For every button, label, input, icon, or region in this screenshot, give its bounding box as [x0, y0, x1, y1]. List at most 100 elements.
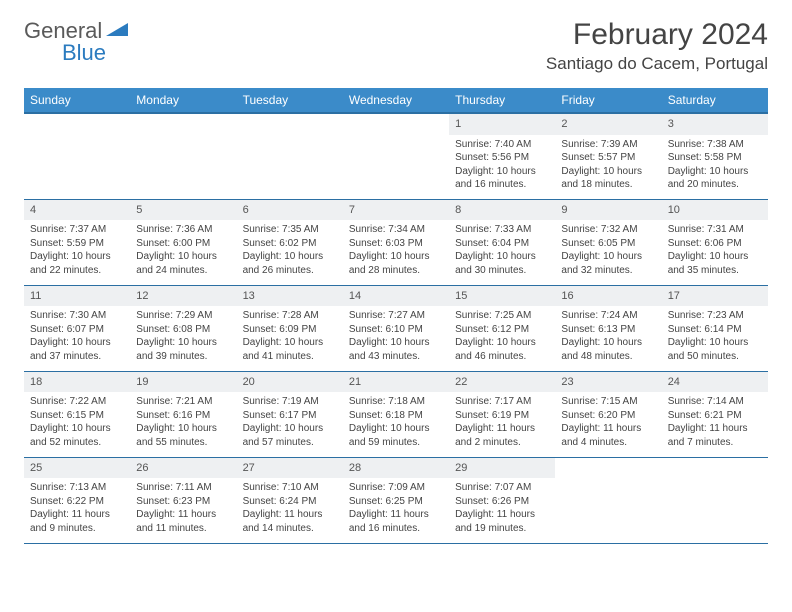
calendar-empty-cell [130, 113, 236, 199]
day-daylight: Daylight: 10 hours and 18 minutes. [561, 165, 655, 192]
day-sunrise: Sunrise: 7:24 AM [561, 309, 655, 323]
calendar-day-cell: 13 Sunrise: 7:28 AMSunset: 6:09 PMDayligh… [237, 285, 343, 371]
day-sunset: Sunset: 6:15 PM [30, 409, 124, 423]
day-sunset: Sunset: 6:18 PM [349, 409, 443, 423]
day-daylight: Daylight: 10 hours and 39 minutes. [136, 336, 230, 363]
day-number: 6 [237, 200, 343, 221]
day-body: Sunrise: 7:32 AMSunset: 6:05 PMDaylight:… [555, 220, 661, 282]
day-sunrise: Sunrise: 7:07 AM [455, 481, 549, 495]
day-daylight: Daylight: 10 hours and 22 minutes. [30, 250, 124, 277]
day-sunset: Sunset: 5:56 PM [455, 151, 549, 165]
day-sunset: Sunset: 6:23 PM [136, 495, 230, 509]
day-sunset: Sunset: 6:24 PM [243, 495, 337, 509]
day-number: 3 [662, 114, 768, 135]
day-number: 12 [130, 286, 236, 307]
day-body: Sunrise: 7:07 AMSunset: 6:26 PMDaylight:… [449, 478, 555, 540]
day-sunrise: Sunrise: 7:17 AM [455, 395, 549, 409]
calendar-empty-cell [24, 113, 130, 199]
calendar-day-cell: 25Sunrise: 7:13 AMSunset: 6:22 PMDayligh… [24, 457, 130, 543]
day-sunset: Sunset: 6:14 PM [668, 323, 762, 337]
day-sunrise: Sunrise: 7:28 AM [243, 309, 337, 323]
day-daylight: Daylight: 10 hours and 16 minutes. [455, 165, 549, 192]
day-number: 5 [130, 200, 236, 221]
calendar-day-cell: 14Sunrise: 7:27 AMSunset: 6:10 PMDayligh… [343, 285, 449, 371]
calendar-day-cell: 15Sunrise: 7:25 AMSunset: 6:12 PMDayligh… [449, 285, 555, 371]
day-sunrise: Sunrise: 7:10 AM [243, 481, 337, 495]
day-number: 13 [237, 286, 343, 307]
day-sunset: Sunset: 6:20 PM [561, 409, 655, 423]
weekday-header: Friday [555, 88, 661, 113]
logo-blue-text-row: Blue [24, 40, 106, 66]
day-sunset: Sunset: 6:00 PM [136, 237, 230, 251]
weekday-header: Thursday [449, 88, 555, 113]
calendar-day-cell: 10Sunrise: 7:31 AMSunset: 6:06 PMDayligh… [662, 199, 768, 285]
weekday-header: Tuesday [237, 88, 343, 113]
day-number: 16 [555, 286, 661, 307]
day-daylight: Daylight: 11 hours and 19 minutes. [455, 508, 549, 535]
day-body: Sunrise: 7:33 AMSunset: 6:04 PMDaylight:… [449, 220, 555, 282]
day-daylight: Daylight: 10 hours and 26 minutes. [243, 250, 337, 277]
day-number: 2 [555, 114, 661, 135]
calendar-day-cell: 12Sunrise: 7:29 AMSunset: 6:08 PMDayligh… [130, 285, 236, 371]
calendar-day-cell: 7Sunrise: 7:34 AMSunset: 6:03 PMDaylight… [343, 199, 449, 285]
day-sunrise: Sunrise: 7:22 AM [30, 395, 124, 409]
day-body: Sunrise: 7:27 AMSunset: 6:10 PMDaylight:… [343, 306, 449, 368]
weekday-header: Sunday [24, 88, 130, 113]
day-number: 26 [130, 458, 236, 479]
day-number: 22 [449, 372, 555, 393]
day-body: Sunrise: 7:18 AMSunset: 6:18 PMDaylight:… [343, 392, 449, 454]
day-body: Sunrise: 7:34 AMSunset: 6:03 PMDaylight:… [343, 220, 449, 282]
day-body: Sunrise: 7:15 AMSunset: 6:20 PMDaylight:… [555, 392, 661, 454]
location: Santiago do Cacem, Portugal [546, 54, 768, 74]
day-sunset: Sunset: 6:02 PM [243, 237, 337, 251]
day-body: Sunrise: 7:30 AMSunset: 6:07 PMDaylight:… [24, 306, 130, 368]
day-daylight: Daylight: 10 hours and 35 minutes. [668, 250, 762, 277]
day-body: Sunrise: 7:09 AMSunset: 6:25 PMDaylight:… [343, 478, 449, 540]
day-body: Sunrise: 7:29 AMSunset: 6:08 PMDaylight:… [130, 306, 236, 368]
calendar-head: SundayMondayTuesdayWednesdayThursdayFrid… [24, 88, 768, 113]
day-daylight: Daylight: 10 hours and 46 minutes. [455, 336, 549, 363]
weekday-header: Monday [130, 88, 236, 113]
day-sunset: Sunset: 6:10 PM [349, 323, 443, 337]
day-number: 9 [555, 200, 661, 221]
day-number: 4 [24, 200, 130, 221]
calendar-day-cell: 9Sunrise: 7:32 AMSunset: 6:05 PMDaylight… [555, 199, 661, 285]
day-daylight: Daylight: 11 hours and 2 minutes. [455, 422, 549, 449]
calendar-body: 1Sunrise: 7:40 AMSunset: 5:56 PMDaylight… [24, 113, 768, 543]
day-daylight: Daylight: 10 hours and 24 minutes. [136, 250, 230, 277]
day-body: Sunrise: 7:21 AMSunset: 6:16 PMDaylight:… [130, 392, 236, 454]
day-sunrise: Sunrise: 7:40 AM [455, 138, 549, 152]
day-sunrise: Sunrise: 7:29 AM [136, 309, 230, 323]
day-daylight: Daylight: 11 hours and 11 minutes. [136, 508, 230, 535]
day-sunrise: Sunrise: 7:39 AM [561, 138, 655, 152]
day-daylight: Daylight: 10 hours and 37 minutes. [30, 336, 124, 363]
day-daylight: Daylight: 10 hours and 48 minutes. [561, 336, 655, 363]
day-daylight: Daylight: 10 hours and 57 minutes. [243, 422, 337, 449]
day-number: 1 [449, 114, 555, 135]
calendar-day-cell: 6Sunrise: 7:35 AMSunset: 6:02 PMDaylight… [237, 199, 343, 285]
day-number: 19 [130, 372, 236, 393]
day-sunrise: Sunrise: 7:14 AM [668, 395, 762, 409]
day-sunset: Sunset: 6:06 PM [668, 237, 762, 251]
calendar-week-row: 18Sunrise: 7:22 AMSunset: 6:15 PMDayligh… [24, 371, 768, 457]
day-number: 28 [343, 458, 449, 479]
calendar-day-cell: 3Sunrise: 7:38 AMSunset: 5:58 PMDaylight… [662, 113, 768, 199]
day-sunset: Sunset: 6:05 PM [561, 237, 655, 251]
day-daylight: Daylight: 10 hours and 41 minutes. [243, 336, 337, 363]
day-sunset: Sunset: 6:09 PM [243, 323, 337, 337]
day-sunrise: Sunrise: 7:31 AM [668, 223, 762, 237]
calendar-day-cell: 2Sunrise: 7:39 AMSunset: 5:57 PMDaylight… [555, 113, 661, 199]
day-sunrise: Sunrise: 7:34 AM [349, 223, 443, 237]
calendar-day-cell: 21Sunrise: 7:18 AMSunset: 6:18 PMDayligh… [343, 371, 449, 457]
day-number: 14 [343, 286, 449, 307]
calendar-day-cell: 23Sunrise: 7:15 AMSunset: 6:20 PMDayligh… [555, 371, 661, 457]
day-body: Sunrise: 7:36 AMSunset: 6:00 PMDaylight:… [130, 220, 236, 282]
day-sunset: Sunset: 6:21 PM [668, 409, 762, 423]
day-daylight: Daylight: 10 hours and 50 minutes. [668, 336, 762, 363]
day-body: Sunrise: 7:25 AMSunset: 6:12 PMDaylight:… [449, 306, 555, 368]
day-sunrise: Sunrise: 7:21 AM [136, 395, 230, 409]
day-number: 25 [24, 458, 130, 479]
day-body: Sunrise: 7:10 AMSunset: 6:24 PMDaylight:… [237, 478, 343, 540]
day-number: 15 [449, 286, 555, 307]
day-sunrise: Sunrise: 7:25 AM [455, 309, 549, 323]
